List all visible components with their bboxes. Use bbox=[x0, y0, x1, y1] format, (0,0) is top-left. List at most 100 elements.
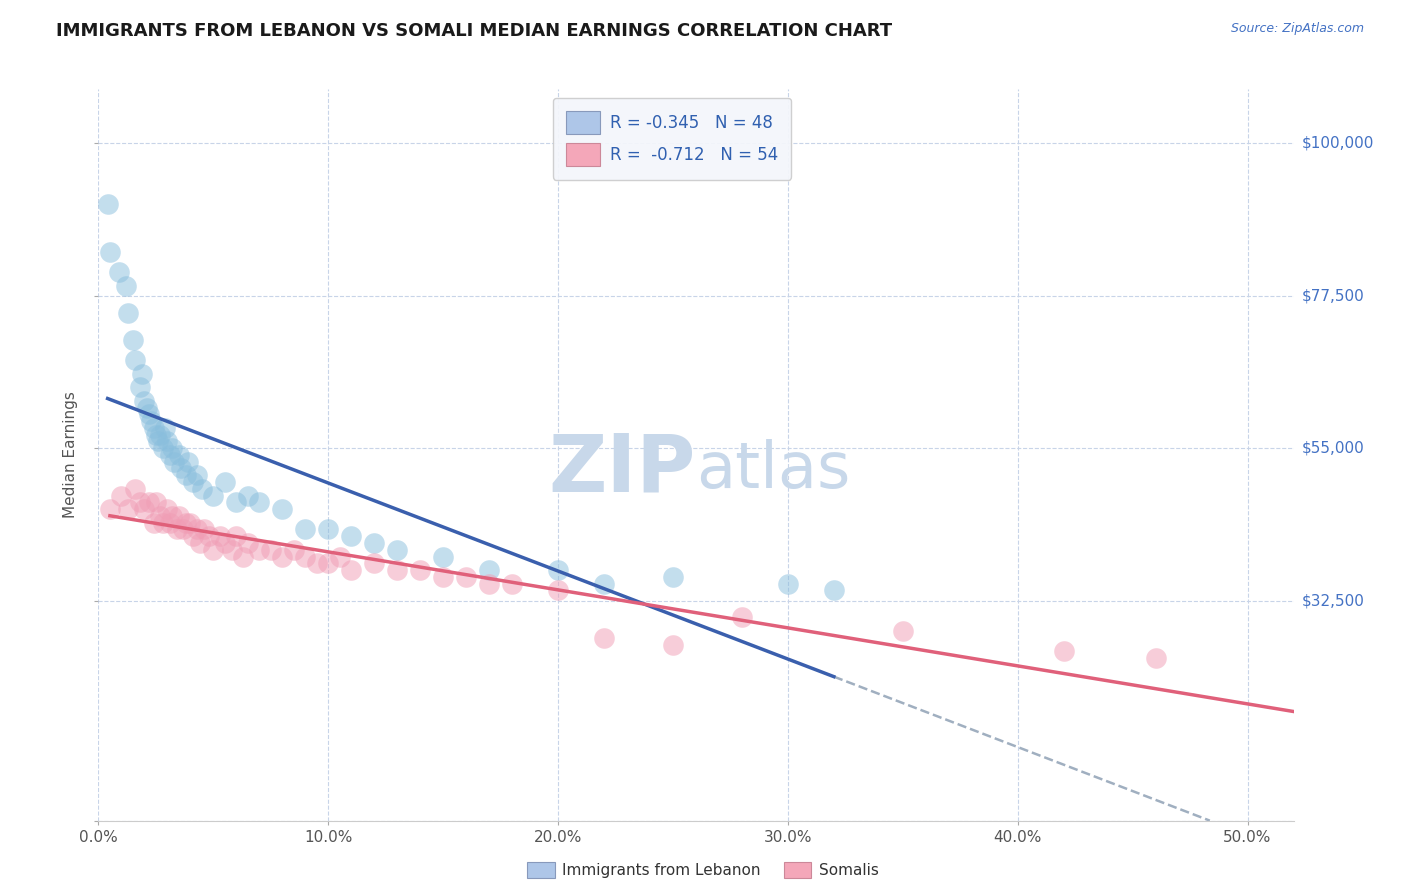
Text: IMMIGRANTS FROM LEBANON VS SOMALI MEDIAN EARNINGS CORRELATION CHART: IMMIGRANTS FROM LEBANON VS SOMALI MEDIAN… bbox=[56, 22, 893, 40]
Point bbox=[225, 529, 247, 543]
Point bbox=[225, 495, 247, 509]
Point bbox=[156, 502, 179, 516]
Point bbox=[662, 570, 685, 584]
Point bbox=[145, 495, 167, 509]
Point bbox=[166, 523, 188, 537]
Point bbox=[340, 529, 363, 543]
Point bbox=[110, 489, 132, 503]
Point bbox=[501, 576, 523, 591]
Point bbox=[221, 542, 243, 557]
Text: $77,500: $77,500 bbox=[1302, 288, 1365, 303]
Point bbox=[329, 549, 352, 564]
Point bbox=[593, 631, 616, 645]
Point bbox=[432, 549, 454, 564]
Point bbox=[271, 549, 294, 564]
Point bbox=[115, 278, 138, 293]
Point bbox=[305, 556, 328, 570]
Point bbox=[134, 502, 156, 516]
Point bbox=[174, 468, 197, 483]
Legend: R = -0.345   N = 48, R =  -0.712   N = 54: R = -0.345 N = 48, R = -0.712 N = 54 bbox=[553, 97, 792, 179]
Point bbox=[98, 502, 121, 516]
Text: Source: ZipAtlas.com: Source: ZipAtlas.com bbox=[1230, 22, 1364, 36]
Point bbox=[149, 508, 172, 523]
Point bbox=[188, 536, 211, 550]
Point bbox=[170, 461, 193, 475]
Point bbox=[197, 529, 219, 543]
Point bbox=[186, 468, 208, 483]
Point bbox=[202, 489, 225, 503]
Point bbox=[193, 523, 215, 537]
Point bbox=[283, 542, 305, 557]
Point bbox=[823, 583, 845, 598]
Legend: Immigrants from Lebanon, Somalis: Immigrants from Lebanon, Somalis bbox=[522, 856, 884, 884]
Point bbox=[236, 536, 259, 550]
Point bbox=[97, 197, 120, 211]
Point bbox=[124, 353, 146, 368]
Point bbox=[131, 367, 153, 381]
Point bbox=[316, 523, 339, 537]
Point bbox=[98, 244, 121, 259]
Point bbox=[214, 475, 236, 489]
Point bbox=[163, 455, 186, 469]
Point bbox=[138, 407, 160, 421]
Point bbox=[363, 556, 385, 570]
Point bbox=[316, 556, 339, 570]
Point bbox=[145, 427, 167, 442]
Point bbox=[108, 265, 131, 279]
Point bbox=[128, 495, 150, 509]
Point bbox=[478, 563, 501, 577]
Text: $100,000: $100,000 bbox=[1302, 136, 1374, 151]
Point bbox=[159, 448, 181, 462]
Point bbox=[340, 563, 363, 577]
Text: atlas: atlas bbox=[696, 439, 851, 500]
Point bbox=[202, 542, 225, 557]
Point bbox=[177, 455, 200, 469]
Point bbox=[662, 638, 685, 652]
Point bbox=[731, 610, 754, 624]
Point bbox=[156, 434, 179, 449]
Text: ZIP: ZIP bbox=[548, 431, 696, 508]
Point bbox=[149, 427, 172, 442]
Point bbox=[232, 549, 254, 564]
Point bbox=[260, 542, 283, 557]
Point bbox=[409, 563, 432, 577]
Point bbox=[236, 489, 259, 503]
Point bbox=[117, 306, 139, 320]
Y-axis label: Median Earnings: Median Earnings bbox=[63, 392, 79, 518]
Point bbox=[152, 516, 174, 530]
Point bbox=[122, 333, 145, 347]
Point bbox=[128, 380, 150, 394]
Point bbox=[181, 475, 204, 489]
Point bbox=[247, 495, 270, 509]
Point bbox=[294, 549, 316, 564]
Point bbox=[138, 495, 160, 509]
Point bbox=[142, 421, 165, 435]
Point bbox=[478, 576, 501, 591]
Point bbox=[547, 563, 569, 577]
Point bbox=[117, 502, 139, 516]
Point bbox=[152, 441, 174, 455]
Point bbox=[432, 570, 454, 584]
Point bbox=[191, 482, 214, 496]
Point bbox=[209, 529, 232, 543]
Point bbox=[593, 576, 616, 591]
Point bbox=[247, 542, 270, 557]
Point bbox=[153, 421, 176, 435]
Point bbox=[179, 516, 201, 530]
Point bbox=[271, 502, 294, 516]
Point bbox=[385, 563, 409, 577]
Point bbox=[160, 441, 183, 455]
Point bbox=[294, 523, 316, 537]
Point bbox=[385, 542, 409, 557]
Point bbox=[160, 508, 183, 523]
Point bbox=[891, 624, 914, 638]
Point bbox=[181, 529, 204, 543]
Point bbox=[1144, 651, 1167, 665]
Point bbox=[456, 570, 478, 584]
Point bbox=[172, 523, 194, 537]
Point bbox=[142, 516, 165, 530]
Point bbox=[124, 482, 146, 496]
Point bbox=[167, 448, 190, 462]
Point bbox=[167, 508, 190, 523]
Point bbox=[141, 414, 163, 428]
